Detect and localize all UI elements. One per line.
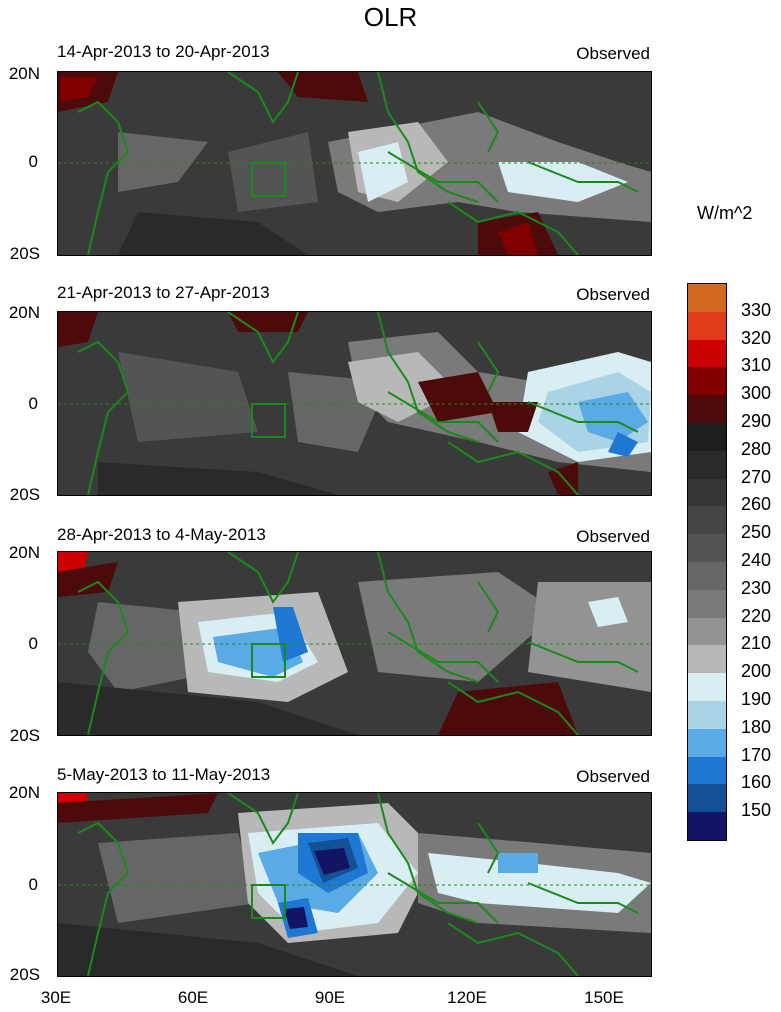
lon-label-150e: 150E <box>584 988 624 1007</box>
colorbar-swatch <box>687 617 727 646</box>
panel-3-map <box>57 551 652 736</box>
colorbar-swatch <box>687 367 727 396</box>
colorbar-tick-label: 150 <box>741 800 772 821</box>
colorbar-swatch <box>687 395 727 423</box>
colorbar-swatch <box>687 423 727 451</box>
lat-label-20n: 20N <box>8 64 40 83</box>
colorbar-tick-label: 250 <box>741 522 772 543</box>
panel-2-map <box>57 311 652 496</box>
colorbar-tick-label: 330 <box>741 299 772 320</box>
colorbar-tick-label: 190 <box>741 689 772 709</box>
colorbar-swatch <box>687 756 727 785</box>
colorbar-swatch <box>687 728 727 757</box>
lon-label-30e: 30E <box>40 988 72 1007</box>
lat-label-20s: 20S <box>9 965 40 984</box>
map-title: OLR <box>363 2 418 32</box>
colorbar-tick-label: 180 <box>741 716 772 737</box>
colorbar-tick-label: 220 <box>741 605 772 626</box>
colorbar-swatch <box>687 645 727 674</box>
lat-label-eq: 0 <box>28 152 38 171</box>
lat-label-20n: 20N <box>8 783 40 802</box>
colorbar-tick-label: 230 <box>741 577 772 598</box>
lat-label-20n: 20N <box>8 543 40 562</box>
lon-label-120e: 120E <box>447 988 487 1007</box>
panel-1-observed-label: Observed <box>576 44 650 63</box>
colorbar-tick-label: 270 <box>741 466 772 487</box>
panel-3-date-range: 28-Apr-2013 to 4-May-2013 <box>57 525 266 544</box>
colorbar-swatch <box>687 673 727 701</box>
lat-label-eq: 0 <box>28 394 38 413</box>
colorbar-labels: 330 320 310 300 290 280 270 260 250 240 230 220 210 2… <box>735 283 781 839</box>
colorbar-tick-label: 160 <box>741 772 772 793</box>
colorbar-tick-label: 320 <box>741 327 772 348</box>
colorbar-swatch <box>687 339 727 368</box>
lon-label-60e: 60E <box>177 988 209 1007</box>
lon-label-90e: 90E <box>314 988 346 1007</box>
lat-label-eq: 0 <box>28 634 38 653</box>
colorbar-swatch <box>687 450 727 479</box>
colorbar-swatch <box>687 812 727 840</box>
colorbar-swatch <box>687 311 727 340</box>
colorbar-tick-label: 290 <box>741 411 772 431</box>
colorbar-swatch <box>687 784 727 813</box>
panel-4-observed-label: Observed <box>576 767 650 786</box>
colorbar-swatch <box>687 534 727 562</box>
panel-2-observed-label: Observed <box>576 285 650 304</box>
lat-label-20n: 20N <box>8 303 40 322</box>
lat-label-20s: 20S <box>9 244 40 263</box>
lat-label-20s: 20S <box>9 726 40 745</box>
panel-1-date-range: 14-Apr-2013 to 20-Apr-2013 <box>57 42 270 61</box>
colorbar-swatch <box>687 506 727 535</box>
colorbar-swatch <box>687 589 727 618</box>
panel-2-date-range: 21-Apr-2013 to 27-Apr-2013 <box>57 283 270 302</box>
colorbar-unit-label: W/m^2 <box>697 203 753 223</box>
panel-4-map <box>57 792 652 977</box>
panel-4-date-range: 5-May-2013 to 11-May-2013 <box>57 765 271 784</box>
lat-label-eq: 0 <box>28 875 38 894</box>
colorbar-tick-label: 200 <box>741 661 772 682</box>
colorbar-tick-label: 310 <box>741 355 772 376</box>
colorbar-tick-label: 260 <box>741 494 772 515</box>
colorbar-tick-label: 280 <box>741 438 772 459</box>
colorbar <box>687 283 727 841</box>
panel-3-observed-label: Observed <box>576 527 650 546</box>
colorbar-swatch <box>687 701 727 729</box>
lat-label-20s: 20S <box>9 485 40 504</box>
colorbar-tick-label: 210 <box>741 633 772 654</box>
colorbar-swatch <box>687 478 727 507</box>
colorbar-swatch <box>687 284 727 312</box>
colorbar-swatch <box>687 562 727 590</box>
colorbar-tick-label: 170 <box>741 744 772 765</box>
panel-1-map <box>57 71 652 256</box>
colorbar-tick-label: 240 <box>741 550 772 570</box>
colorbar-tick-label: 300 <box>741 383 772 404</box>
